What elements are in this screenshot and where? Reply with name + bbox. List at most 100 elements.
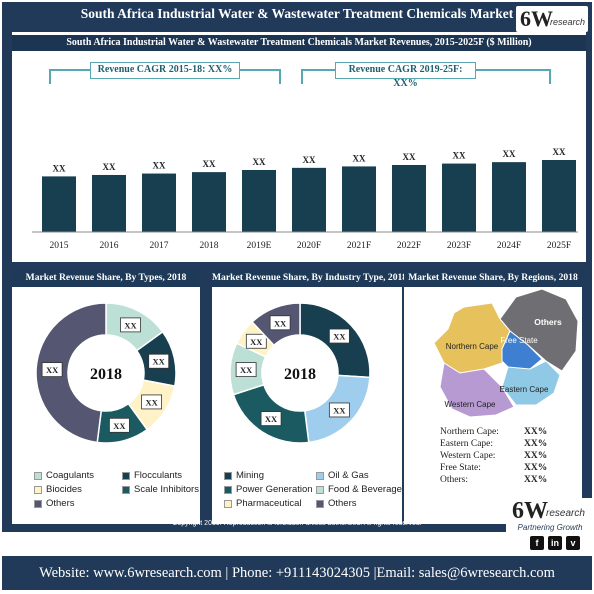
bar-data-label: XX xyxy=(253,157,266,167)
slice-label-box xyxy=(235,362,257,378)
region-value: XX% xyxy=(524,451,548,461)
bar-data-label: XX xyxy=(353,153,366,163)
legend-swatch xyxy=(34,486,42,494)
bar xyxy=(442,163,476,232)
cagr-right-bracket-end xyxy=(476,69,551,84)
cagr-right-box: Revenue CAGR 2019-25F: XX% xyxy=(335,62,476,89)
revenue-chart-panel: South Africa Industrial Water & Wastewat… xyxy=(12,32,586,262)
bar xyxy=(392,164,426,232)
bottom-logo-mark: 6W xyxy=(512,498,548,524)
map-region-northern-cape xyxy=(433,302,511,374)
bar-data-label: XX xyxy=(403,152,416,162)
revenue-chart-title: South Africa Industrial Water & Wastewat… xyxy=(12,35,586,51)
logo: 6W research xyxy=(516,6,588,32)
bar-data-label: XX xyxy=(553,147,566,157)
bar-data-label: XX xyxy=(303,155,316,165)
slice-label-box xyxy=(328,328,350,344)
x-tick-label: 2025F xyxy=(547,241,571,251)
cagr-left-bracket xyxy=(49,69,90,84)
donut-center-label: 2018 xyxy=(90,366,122,383)
slice-label: XX xyxy=(113,421,126,431)
bar-data-label: XX xyxy=(53,163,66,173)
industry-donut: XX XX XX XX XX XX 2018 xyxy=(229,302,371,444)
bar-data-label: XX xyxy=(103,162,116,172)
map-label-northern-cape: Northern Cape xyxy=(446,342,499,351)
legend-label: Biocides xyxy=(46,484,82,495)
legend-swatch xyxy=(122,486,130,494)
legend-label: Oil & Gas xyxy=(328,470,369,481)
slice-label-box xyxy=(245,333,267,349)
bar-data-label: XX xyxy=(503,149,516,159)
cagr-left-box: Revenue CAGR 2015-18: XX% xyxy=(90,62,240,79)
legend-swatch xyxy=(316,486,324,494)
bar xyxy=(342,166,376,232)
map-region-eastern-cape xyxy=(501,360,561,406)
slice-label: XX xyxy=(333,332,346,342)
slice-label: XX xyxy=(274,318,287,328)
linkedin-icon[interactable]: in xyxy=(548,536,562,550)
legend-label: Coagulants xyxy=(46,470,95,481)
map-label-free-state: Free State xyxy=(500,336,538,345)
cagr-right-bracket xyxy=(301,69,335,84)
legend-swatch xyxy=(316,500,324,508)
bar xyxy=(492,162,526,232)
map-label-western-cape: Western Cape xyxy=(445,400,497,409)
bar-data-label: XX xyxy=(203,159,216,169)
map-label-others: Others xyxy=(534,317,562,327)
bottom-logo: 6W research Partnering Growth f in v xyxy=(506,498,592,554)
region-name: Eastern Cape: xyxy=(440,439,494,449)
industry-panel-title: Market Revenue Share, By Industry Type, … xyxy=(212,269,407,287)
map-region-western-cape xyxy=(439,362,515,418)
vimeo-icon[interactable]: v xyxy=(566,536,580,550)
slice-label: XX xyxy=(124,320,137,330)
region-row: Western Cape: XX% xyxy=(440,451,550,461)
bar xyxy=(542,160,576,232)
region-row: Eastern Cape: XX% xyxy=(440,439,550,449)
legend-swatch xyxy=(224,486,232,494)
slice-label: XX xyxy=(240,365,253,375)
types-donut: XX XX XX XX XX 2018 xyxy=(35,302,177,444)
region-row: Others: XX% xyxy=(440,475,550,485)
regions-panel: Market Revenue Share, By Regions, 2018 O… xyxy=(404,269,582,524)
legend-label: Food & Beverage xyxy=(328,484,402,495)
x-tick-label: 2017 xyxy=(150,241,169,251)
x-tick-label: 2018 xyxy=(200,241,219,251)
map-label-eastern-cape: Eastern Cape xyxy=(500,385,549,394)
x-tick-label: 2021F xyxy=(347,241,371,251)
copyright-text: Copyright 2019. Reproduction is forbidde… xyxy=(172,520,422,527)
infographic-frame: South Africa Industrial Water & Wastewat… xyxy=(2,2,592,532)
facebook-icon[interactable]: f xyxy=(530,536,544,550)
slice-label-box xyxy=(41,362,63,378)
bottom-logo-tagline: Partnering Growth xyxy=(517,523,583,532)
legend-label: Power Generation xyxy=(236,484,313,495)
region-name: Free State: xyxy=(440,463,481,473)
slice-label-box xyxy=(148,353,170,369)
legend-label: Pharmaceutical xyxy=(236,498,302,509)
x-tick-label: 2019E xyxy=(247,241,272,251)
x-tick-label: 2023F xyxy=(447,241,471,251)
regions-map: Others Northern Cape Free State Eastern … xyxy=(433,289,579,418)
types-panel: Market Revenue Share, By Types, 2018 XX X… xyxy=(12,269,200,524)
x-tick-label: 2015 xyxy=(50,241,69,251)
slice-label: XX xyxy=(145,397,158,407)
legend-swatch xyxy=(224,472,232,480)
slice-label: XX xyxy=(153,357,166,367)
legend-swatch xyxy=(316,472,324,480)
region-value: XX% xyxy=(524,463,548,473)
slice-label-box xyxy=(269,315,291,331)
bottom-logo-word: research xyxy=(546,508,585,519)
bar xyxy=(142,173,176,232)
bar xyxy=(242,169,276,232)
region-row: Northern Cape: XX% xyxy=(440,427,550,437)
region-name: Northern Cape: xyxy=(440,427,499,437)
donut-slice xyxy=(35,302,107,444)
slice-label: XX xyxy=(250,337,263,347)
slice-label: XX xyxy=(265,414,278,424)
slice-label-box xyxy=(328,402,350,418)
region-value: XX% xyxy=(524,439,548,449)
region-row: Free State: XX% xyxy=(440,463,550,473)
bars-group: XX 2015 XX 2016 XX 2017 XX 2018 XX 2019E XX 2020F XX… xyxy=(42,147,576,251)
slice-label-box xyxy=(120,317,141,333)
industry-panel: Market Revenue Share, By Industry Type, … xyxy=(212,269,407,524)
legend-swatch xyxy=(122,472,130,480)
